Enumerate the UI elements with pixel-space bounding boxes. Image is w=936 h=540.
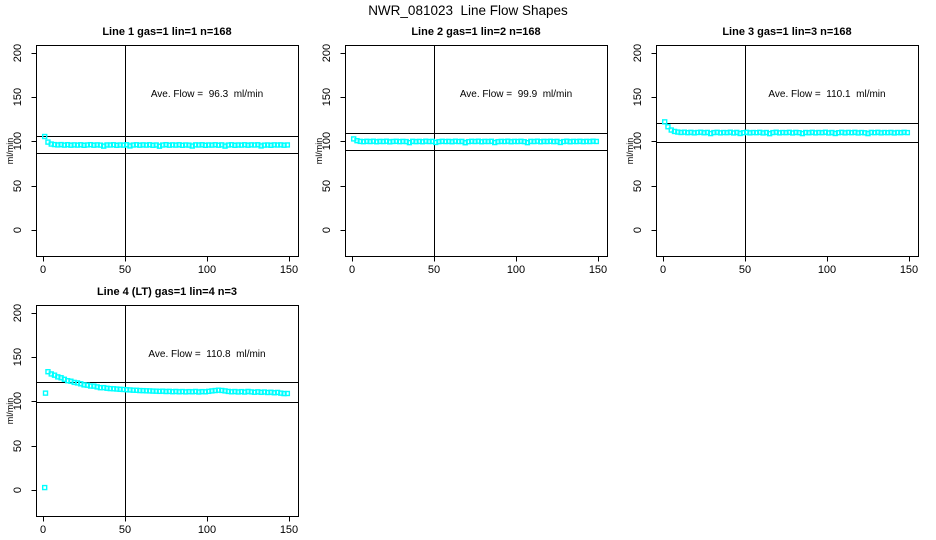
scatter-points	[41, 133, 291, 149]
x-tick-label: 0	[39, 524, 47, 536]
x-tick-label: 150	[899, 264, 919, 276]
x-tick-label: 50	[427, 264, 441, 276]
y-axis-label: ml/min	[625, 137, 635, 164]
x-tick-label: 0	[39, 264, 47, 276]
x-tick-label: 150	[279, 264, 299, 276]
y-tick-label: 0	[321, 226, 333, 234]
y-tick-label: 150	[12, 347, 24, 367]
panel-1-plot	[31, 45, 299, 262]
y-tick-label: 0	[12, 486, 24, 494]
y-tick-label: 150	[12, 87, 24, 107]
panel-3-title: Line 3 gas=1 lin=3 n=168	[722, 26, 852, 38]
panel-4-plot	[31, 305, 299, 522]
scatter-points	[661, 119, 911, 137]
panel-1-title: Line 1 gas=1 lin=1 n=168	[102, 26, 232, 38]
x-tick-label: 100	[817, 264, 837, 276]
panel-4-ave-flow-label: Ave. Flow = 110.8 ml/min	[148, 348, 266, 360]
y-tick-label: 200	[12, 303, 24, 323]
x-tick-label: 50	[738, 264, 752, 276]
y-tick-label: 150	[321, 87, 333, 107]
scatter-points	[41, 369, 291, 491]
x-tick-label: 150	[588, 264, 608, 276]
plot-border	[36, 45, 299, 257]
panel-4-title: Line 4 (LT) gas=1 lin=4 n=3	[96, 286, 238, 298]
x-tick-label: 50	[118, 524, 132, 536]
plot-border	[656, 45, 919, 257]
y-tick-label: 150	[632, 87, 644, 107]
y-axis-label: ml/min	[5, 137, 15, 164]
panel-3-ave-flow-label: Ave. Flow = 110.1 ml/min	[768, 88, 886, 100]
x-tick-label: 150	[279, 524, 299, 536]
y-tick-label: 0	[632, 226, 644, 234]
y-tick-label: 0	[12, 226, 24, 234]
y-axis-label: ml/min	[5, 397, 15, 424]
x-tick-label: 0	[348, 264, 356, 276]
plot-border	[36, 305, 299, 517]
panel-3-plot	[651, 45, 919, 262]
panel-2-title: Line 2 gas=1 lin=2 n=168	[411, 26, 541, 38]
panel-1-ave-flow-label: Ave. Flow = 96.3 ml/min	[150, 88, 264, 100]
figure-title: NWR_081023 Line Flow Shapes	[368, 3, 568, 18]
scatter-points	[350, 136, 600, 146]
panel-2-ave-flow-label: Ave. Flow = 99.9 ml/min	[459, 88, 573, 100]
y-axis-label: ml/min	[314, 137, 324, 164]
x-tick-label: 0	[659, 264, 667, 276]
y-tick-label: 200	[321, 43, 333, 63]
x-tick-label: 50	[118, 264, 132, 276]
panel-2-plot	[340, 45, 608, 262]
x-tick-label: 100	[506, 264, 526, 276]
y-tick-label: 200	[632, 43, 644, 63]
y-tick-label: 200	[12, 43, 24, 63]
x-tick-label: 100	[197, 524, 217, 536]
x-tick-label: 100	[197, 264, 217, 276]
